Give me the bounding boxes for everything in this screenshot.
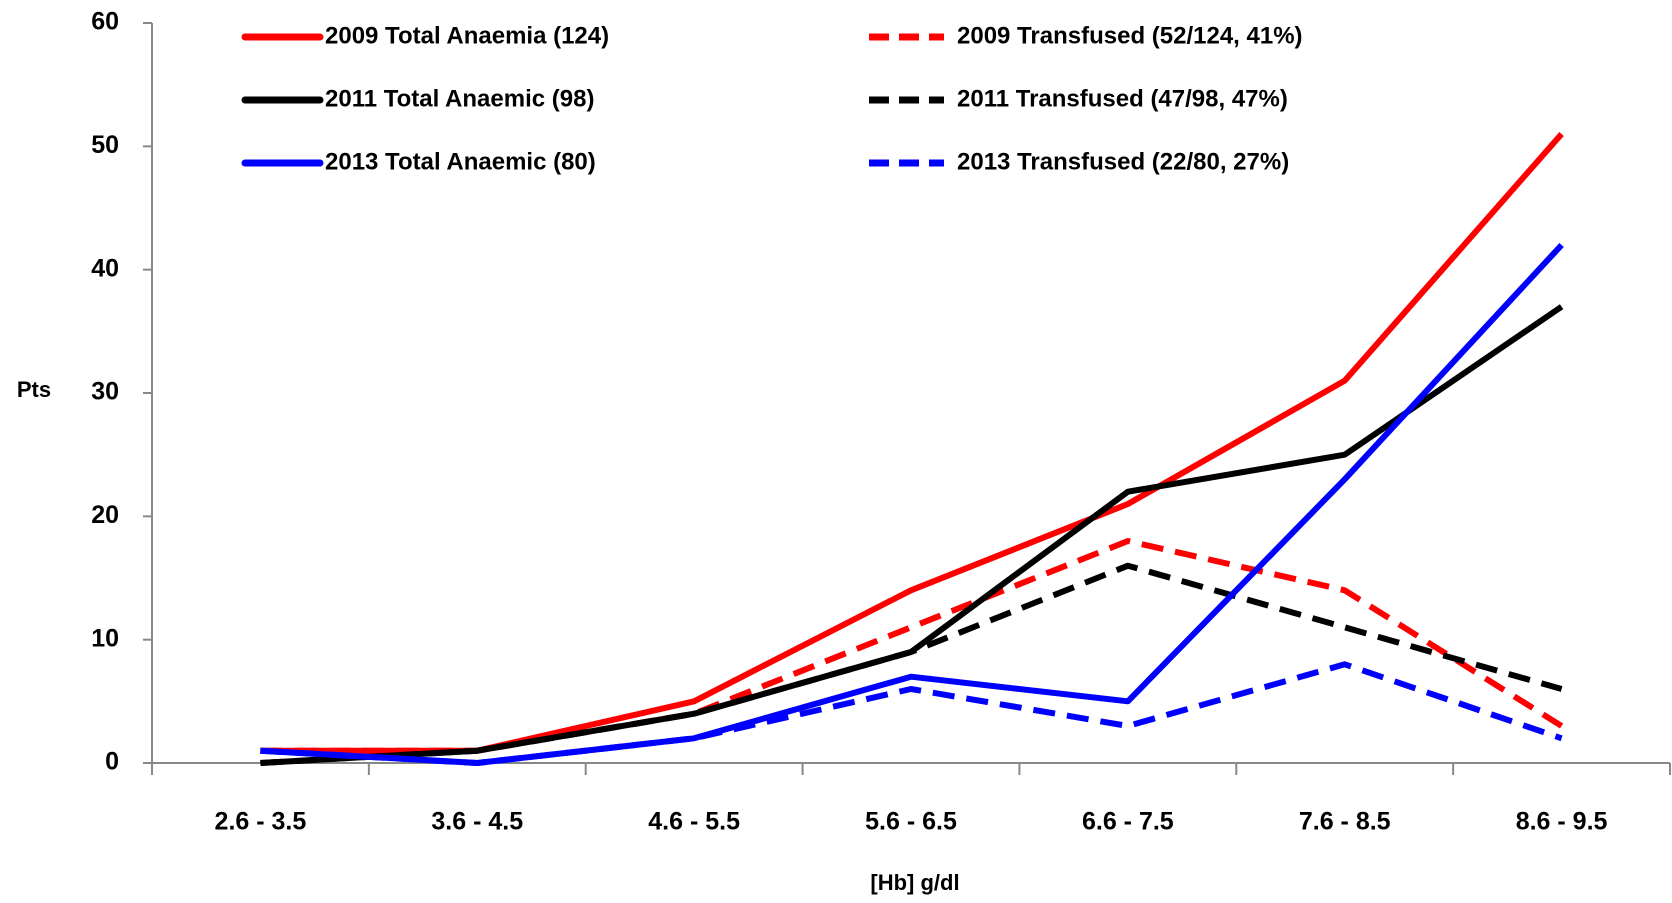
- legend-label: 2013 Total Anaemic (80): [325, 148, 596, 175]
- x-axis-label: [Hb] g/dl: [870, 870, 959, 895]
- x-tick-label: 5.6 - 6.5: [865, 808, 957, 836]
- series-line: [260, 304, 1564, 766]
- series-line: [260, 661, 1563, 766]
- x-tick-label: 6.6 - 7.5: [1082, 808, 1174, 836]
- legend-label: 2011 Transfused (47/98, 47%): [957, 85, 1288, 112]
- y-tick-label: 20: [91, 501, 119, 529]
- x-tick-label: 4.6 - 5.5: [648, 808, 740, 836]
- y-tick-label: 10: [91, 624, 119, 652]
- series-line: [260, 538, 1564, 754]
- x-tick-label: 2.6 - 3.5: [215, 808, 307, 836]
- legend-label: 2011 Total Anaemic (98): [325, 85, 594, 112]
- x-tick-label: 3.6 - 4.5: [431, 808, 523, 836]
- series-line: [260, 242, 1564, 766]
- y-tick-label: 0: [105, 748, 119, 776]
- y-tick-label: 60: [91, 8, 119, 36]
- legend-label: 2009 Transfused (52/124, 41%): [957, 22, 1303, 49]
- series-line: [260, 562, 1563, 766]
- x-tick-label: 7.6 - 8.5: [1299, 808, 1391, 836]
- y-tick-label: 30: [91, 378, 119, 406]
- x-tick-label: 8.6 - 9.5: [1516, 808, 1608, 836]
- y-tick-label: 50: [91, 131, 119, 159]
- legend-label: 2009 Total Anaemia (124): [325, 22, 609, 49]
- y-tick-label: 40: [91, 254, 119, 282]
- y-axis-label: Pts: [17, 377, 51, 402]
- legend-label: 2013 Transfused (22/80, 27%): [957, 148, 1289, 175]
